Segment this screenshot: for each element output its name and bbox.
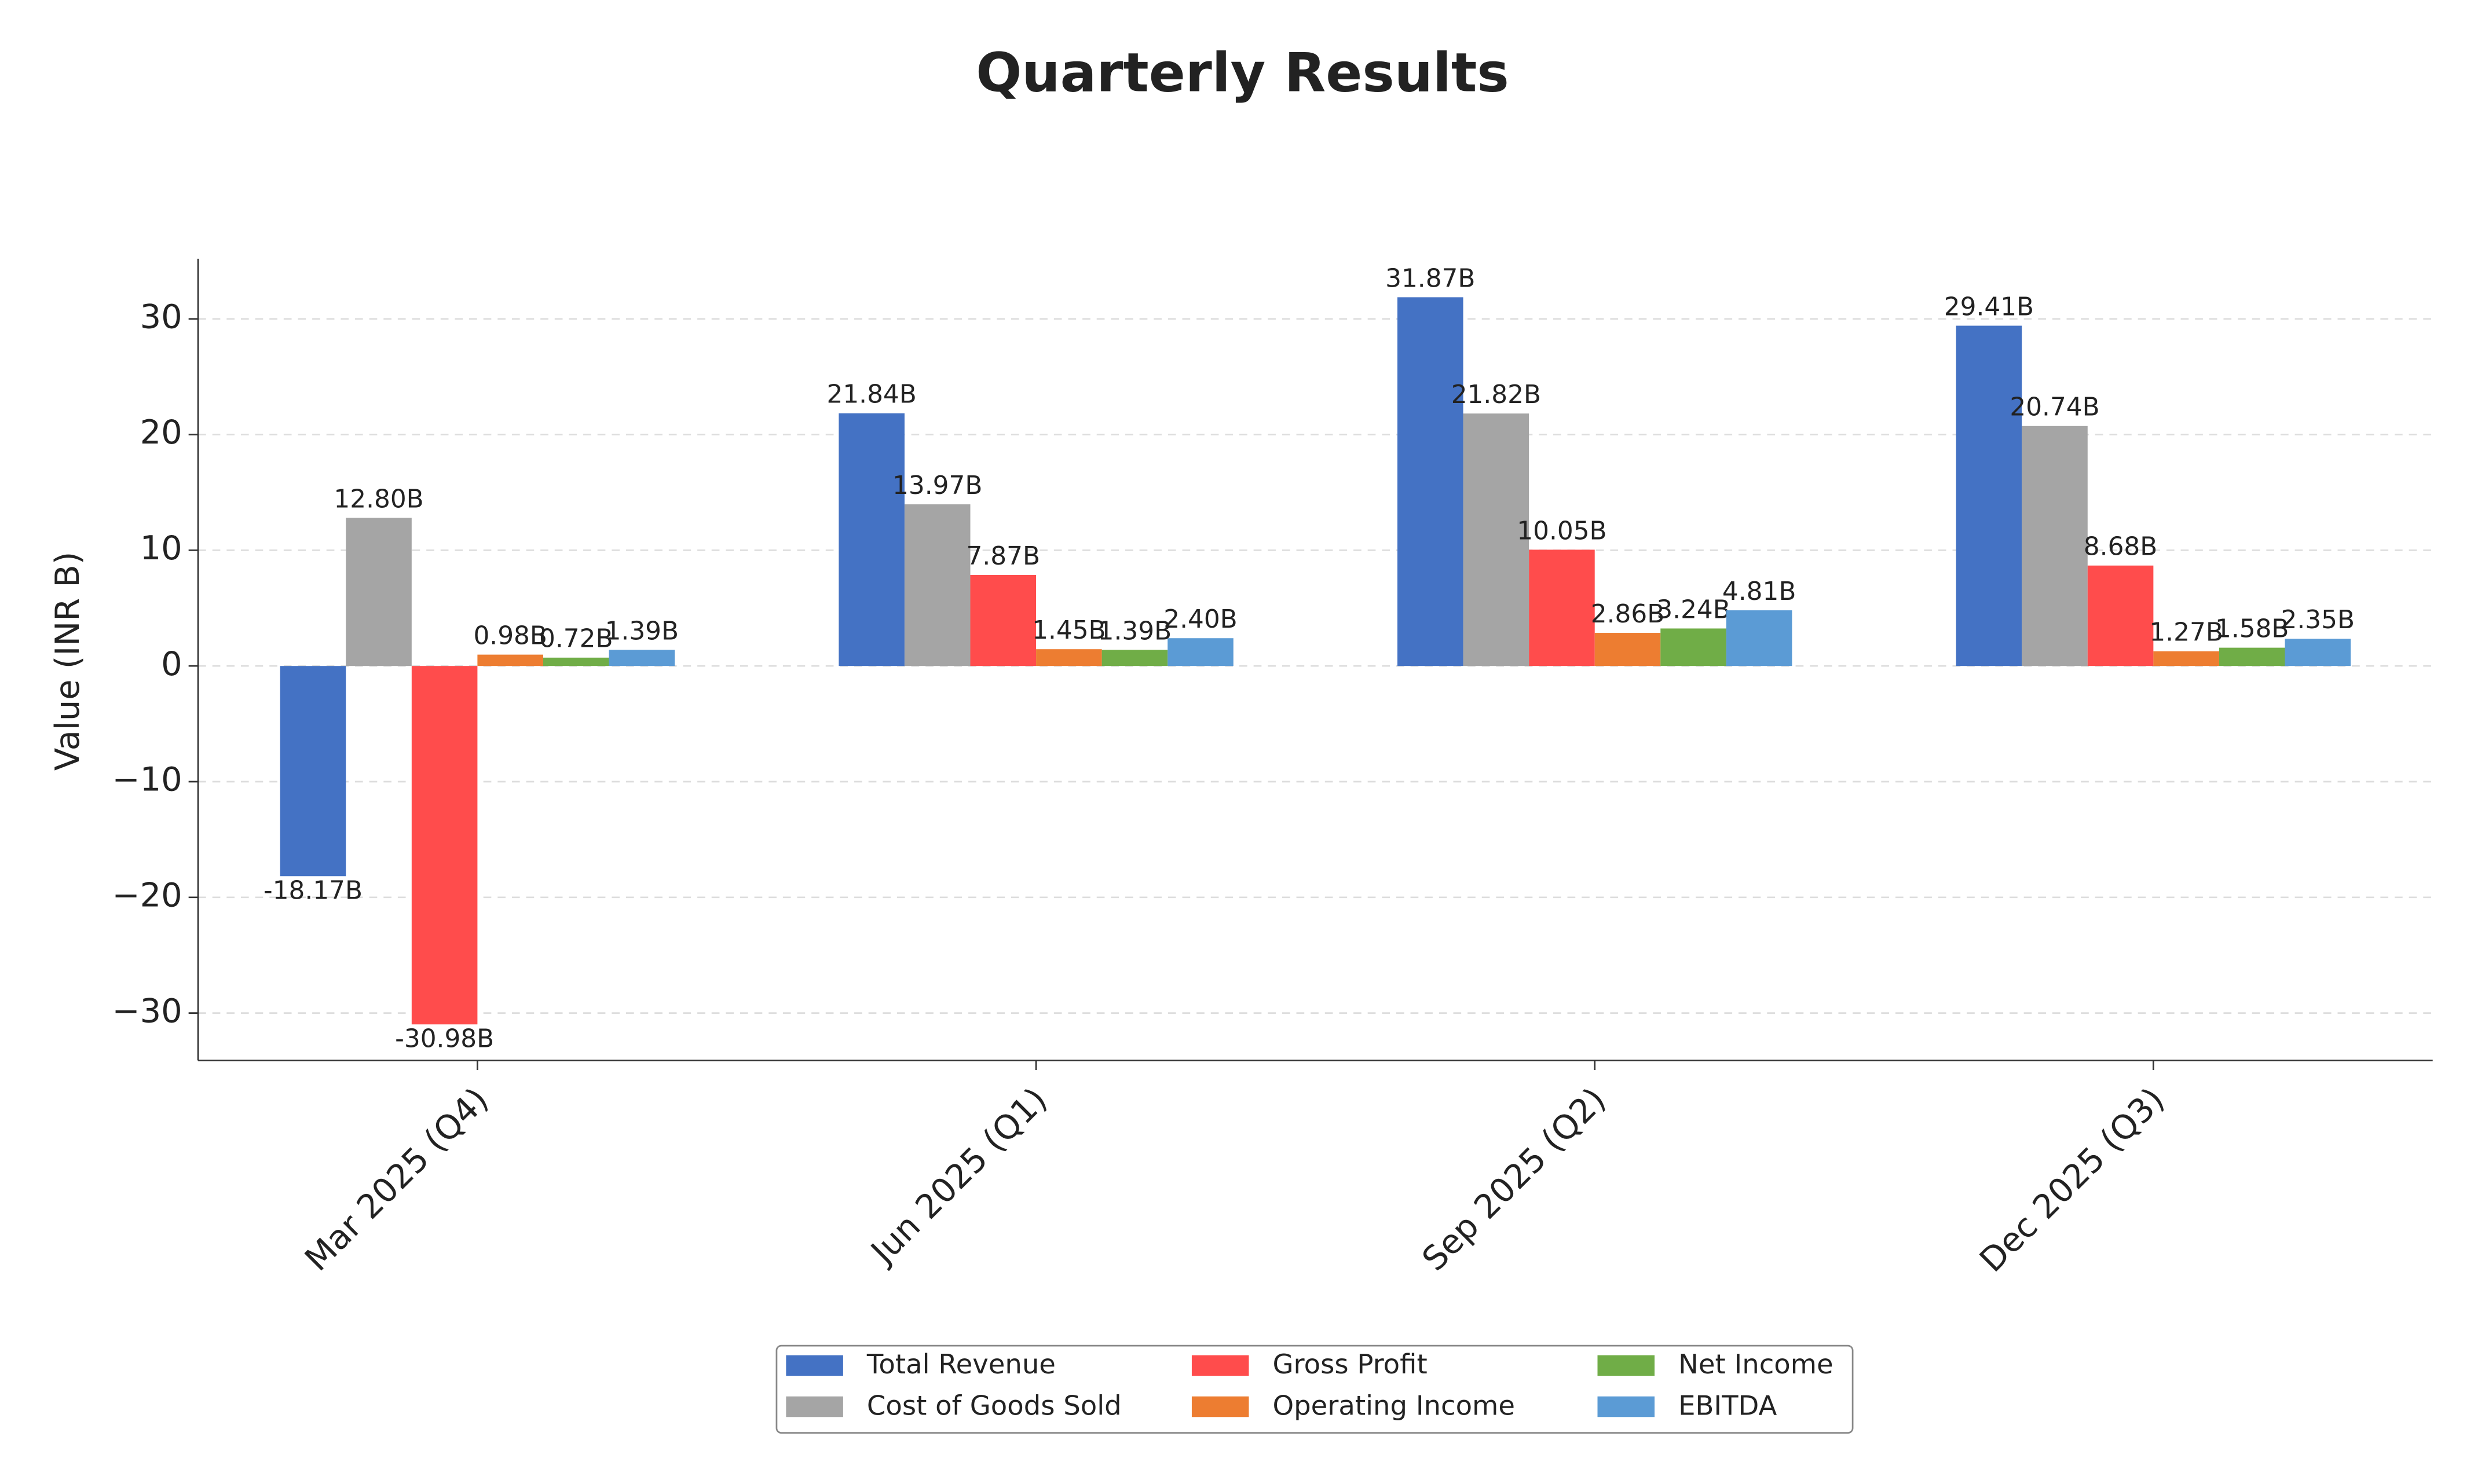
bar — [970, 574, 1037, 666]
x-tick-label: Dec 2025 (Q3) — [1972, 1080, 2172, 1280]
value-label: 0.98B — [473, 621, 547, 651]
bar — [477, 654, 543, 666]
bar — [839, 413, 905, 666]
value-label: 21.82B — [1451, 380, 1541, 409]
bar — [1463, 413, 1529, 666]
bar — [543, 657, 609, 666]
bar — [2153, 651, 2219, 666]
value-label: 7.87B — [967, 541, 1040, 571]
bar — [346, 518, 412, 666]
value-label: -30.98B — [395, 1024, 494, 1054]
value-label: 1.39B — [605, 616, 679, 646]
y-tick-label: 30 — [140, 297, 182, 336]
value-label: 1.39B — [1098, 616, 1172, 646]
bar — [1397, 297, 1463, 666]
value-label: 1.58B — [2215, 614, 2289, 644]
value-label: 3.24B — [1656, 595, 1730, 624]
bar — [1956, 325, 2022, 666]
value-label: 21.84B — [826, 380, 916, 409]
bar — [1660, 628, 1726, 666]
y-tick-label: 10 — [140, 529, 182, 567]
legend-box — [775, 1344, 1854, 1434]
value-label: 0.72B — [539, 624, 613, 654]
legend-label: Operating Income — [1272, 1390, 1515, 1421]
bar — [2087, 565, 2154, 666]
legend-swatch — [1191, 1355, 1249, 1376]
bar — [609, 650, 675, 666]
bar — [2022, 426, 2088, 666]
bar — [411, 666, 478, 1025]
bar — [1529, 549, 1595, 666]
bar — [904, 504, 971, 666]
y-tick-label: −10 — [112, 760, 182, 799]
y-tick-label: −20 — [112, 875, 182, 914]
legend-swatch — [786, 1355, 843, 1376]
legend-label: Gross Profit — [1272, 1349, 1427, 1380]
y-tick-label: −30 — [112, 991, 182, 1030]
bar — [2285, 639, 2351, 666]
bar — [280, 666, 346, 877]
value-label: 4.81B — [1722, 577, 1796, 606]
bar — [1101, 650, 1168, 666]
legend-swatch — [786, 1396, 843, 1417]
x-tick-label: Mar 2025 (Q4) — [298, 1080, 496, 1278]
value-label: 2.86B — [1591, 599, 1664, 629]
legend-swatch — [1597, 1355, 1655, 1376]
chart-title: Quarterly Results — [976, 42, 1509, 104]
legend-swatch — [1597, 1396, 1655, 1417]
bar — [1594, 633, 1661, 666]
legend-swatch — [1191, 1396, 1249, 1417]
legend-label: EBITDA — [1678, 1390, 1777, 1421]
value-label: 1.27B — [2149, 618, 2223, 647]
y-tick-label: 20 — [140, 413, 182, 452]
bar — [1726, 610, 1792, 666]
value-label: 2.35B — [2281, 605, 2355, 635]
value-label: 1.45B — [1032, 615, 1106, 645]
x-tick-label: Sep 2025 (Q2) — [1415, 1080, 1613, 1278]
value-label: 2.40B — [1163, 604, 1237, 634]
value-label: 13.97B — [892, 471, 982, 500]
value-label: 10.05B — [1517, 516, 1606, 545]
bar — [2219, 647, 2285, 666]
value-label: 31.87B — [1385, 263, 1475, 293]
value-label: 12.80B — [334, 484, 423, 514]
y-tick-label: 0 — [161, 644, 182, 683]
legend-label: Net Income — [1678, 1349, 1833, 1380]
value-label: 20.74B — [2010, 393, 2099, 422]
legend: Total Revenue Cost of Goods Sold Gross Pro… — [775, 1344, 1854, 1434]
value-label: 29.41B — [1944, 292, 2034, 321]
legend-label: Total Revenue — [866, 1349, 1056, 1380]
bar — [1168, 638, 1234, 666]
legend-label: Cost of Goods Sold — [867, 1390, 1122, 1421]
bar — [1036, 649, 1102, 666]
y-axis-label: Value (INR B) — [48, 552, 87, 771]
value-label: 8.68B — [2084, 532, 2157, 562]
value-label: -18.17B — [263, 876, 363, 906]
x-tick-label: Jun 2025 (Q1) — [862, 1080, 1055, 1272]
